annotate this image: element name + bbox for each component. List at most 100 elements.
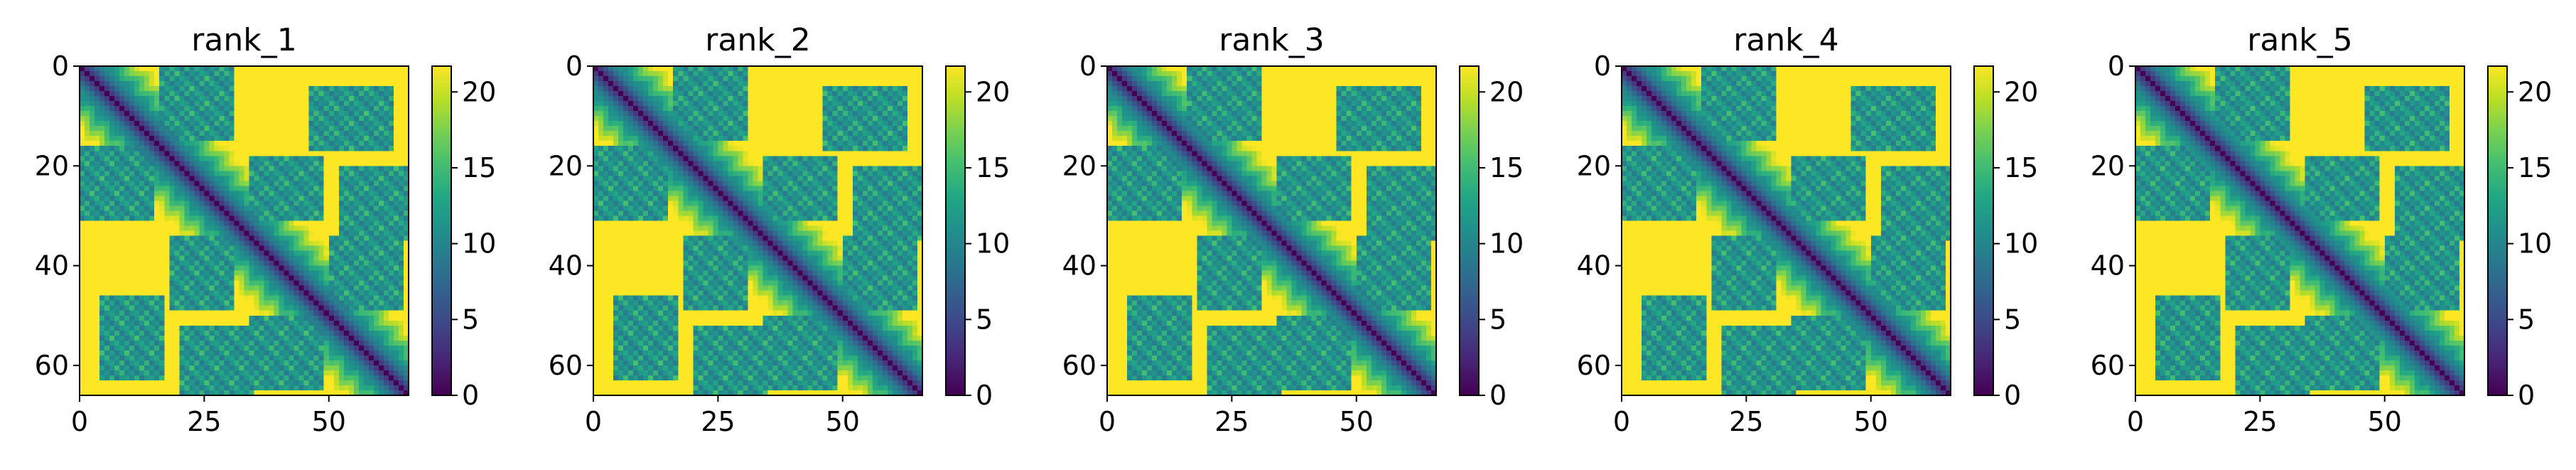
heatmap-cell bbox=[768, 86, 774, 92]
heatmap-cell bbox=[129, 336, 135, 341]
heatmap-cell bbox=[174, 186, 180, 191]
heatmap-cell bbox=[613, 76, 619, 82]
heatmap-cell bbox=[129, 341, 135, 346]
heatmap-cell bbox=[319, 81, 325, 87]
heatmap-cell bbox=[244, 336, 250, 341]
heatmap-cell bbox=[209, 196, 215, 201]
heatmap-cell bbox=[843, 71, 848, 77]
heatmap-cell bbox=[324, 241, 330, 247]
heatmap-cell bbox=[99, 220, 105, 226]
heatmap-cell bbox=[149, 256, 155, 262]
heatmap-cell bbox=[249, 196, 255, 201]
heatmap-cell bbox=[364, 271, 370, 277]
heatmap-cell bbox=[199, 316, 205, 321]
heatmap-cell bbox=[95, 116, 100, 122]
heatmap-cell bbox=[289, 356, 295, 361]
heatmap-cell bbox=[793, 86, 799, 92]
heatmap-cell bbox=[254, 296, 260, 301]
heatmap-cell bbox=[139, 301, 145, 306]
heatmap-cell bbox=[124, 256, 130, 262]
heatmap-cell bbox=[164, 375, 170, 381]
heatmap-cell bbox=[99, 126, 105, 132]
heatmap-cell bbox=[224, 161, 230, 166]
heatmap-cell bbox=[364, 296, 370, 301]
heatmap-cell bbox=[90, 161, 95, 166]
heatmap-cell bbox=[329, 271, 335, 277]
heatmap-cell bbox=[254, 220, 260, 226]
heatmap-cell bbox=[733, 76, 738, 82]
heatmap-cell bbox=[189, 210, 195, 216]
heatmap-cell bbox=[209, 375, 215, 381]
heatmap-cell bbox=[374, 186, 379, 191]
heatmap-cell bbox=[209, 241, 215, 247]
heatmap-cell bbox=[239, 81, 244, 87]
heatmap-cell bbox=[384, 181, 389, 186]
heatmap-cell bbox=[339, 171, 345, 176]
heatmap-cell bbox=[783, 96, 789, 102]
heatmap-cell bbox=[329, 161, 335, 166]
heatmap-cell bbox=[299, 111, 305, 117]
heatmap-cell bbox=[883, 81, 888, 87]
colorbar-segment bbox=[432, 250, 451, 254]
heatmap-cell bbox=[109, 66, 115, 72]
heatmap-cell bbox=[214, 301, 220, 306]
heatmap-cell bbox=[124, 171, 130, 176]
heatmap-cell bbox=[279, 186, 285, 191]
heatmap-cell bbox=[99, 156, 105, 161]
heatmap-cell bbox=[823, 91, 829, 97]
heatmap-cell bbox=[164, 186, 170, 191]
heatmap-cell bbox=[394, 321, 399, 326]
heatmap-cell bbox=[329, 116, 335, 122]
heatmap-cell bbox=[329, 370, 335, 376]
heatmap-cell bbox=[224, 246, 230, 252]
heatmap-cell bbox=[374, 281, 379, 287]
heatmap-cell bbox=[284, 311, 290, 316]
heatmap-cell bbox=[389, 71, 394, 77]
heatmap-cell bbox=[598, 91, 604, 97]
heatmap-cell bbox=[349, 191, 355, 196]
heatmap-cell bbox=[204, 346, 210, 351]
heatmap-cell bbox=[304, 141, 310, 146]
heatmap-cell bbox=[104, 336, 110, 341]
heatmap-cell bbox=[329, 111, 335, 117]
heatmap-cell bbox=[399, 281, 404, 287]
heatmap-cell bbox=[329, 76, 335, 82]
heatmap-cell bbox=[329, 201, 335, 206]
heatmap-cell bbox=[119, 171, 125, 176]
heatmap-cell bbox=[199, 116, 205, 122]
heatmap-cell bbox=[80, 215, 85, 221]
heatmap-cell bbox=[169, 91, 175, 97]
heatmap-cell bbox=[99, 181, 105, 186]
heatmap-cell bbox=[90, 316, 95, 321]
heatmap-cell bbox=[184, 296, 190, 301]
heatmap-cell bbox=[688, 66, 694, 72]
heatmap-cell bbox=[249, 121, 255, 127]
heatmap-cell bbox=[144, 96, 150, 102]
heatmap-cell bbox=[209, 341, 215, 346]
heatmap-cell bbox=[254, 106, 260, 112]
heatmap-cell bbox=[314, 256, 320, 262]
heatmap-cell bbox=[149, 326, 155, 331]
heatmap-cell bbox=[324, 106, 330, 112]
heatmap-cell bbox=[374, 66, 379, 72]
heatmap-cell bbox=[299, 231, 305, 237]
heatmap-cell bbox=[284, 166, 290, 171]
heatmap-cell bbox=[319, 116, 325, 122]
heatmap-cell bbox=[314, 121, 320, 127]
heatmap-cell bbox=[274, 380, 280, 386]
heatmap-cell bbox=[284, 161, 290, 166]
heatmap-cell bbox=[868, 96, 873, 102]
heatmap-cell bbox=[189, 321, 195, 326]
heatmap-cell bbox=[194, 326, 200, 331]
heatmap-cell bbox=[224, 201, 230, 206]
heatmap-cell bbox=[254, 261, 260, 267]
heatmap-cell bbox=[294, 66, 300, 72]
heatmap-cell bbox=[314, 156, 320, 161]
heatmap-cell bbox=[189, 246, 195, 252]
heatmap-cell bbox=[134, 351, 140, 356]
heatmap-cell bbox=[134, 246, 140, 252]
heatmap-cell bbox=[134, 360, 140, 366]
heatmap-cell bbox=[249, 220, 255, 226]
heatmap-cell bbox=[179, 126, 185, 132]
heatmap-cell bbox=[194, 370, 200, 376]
